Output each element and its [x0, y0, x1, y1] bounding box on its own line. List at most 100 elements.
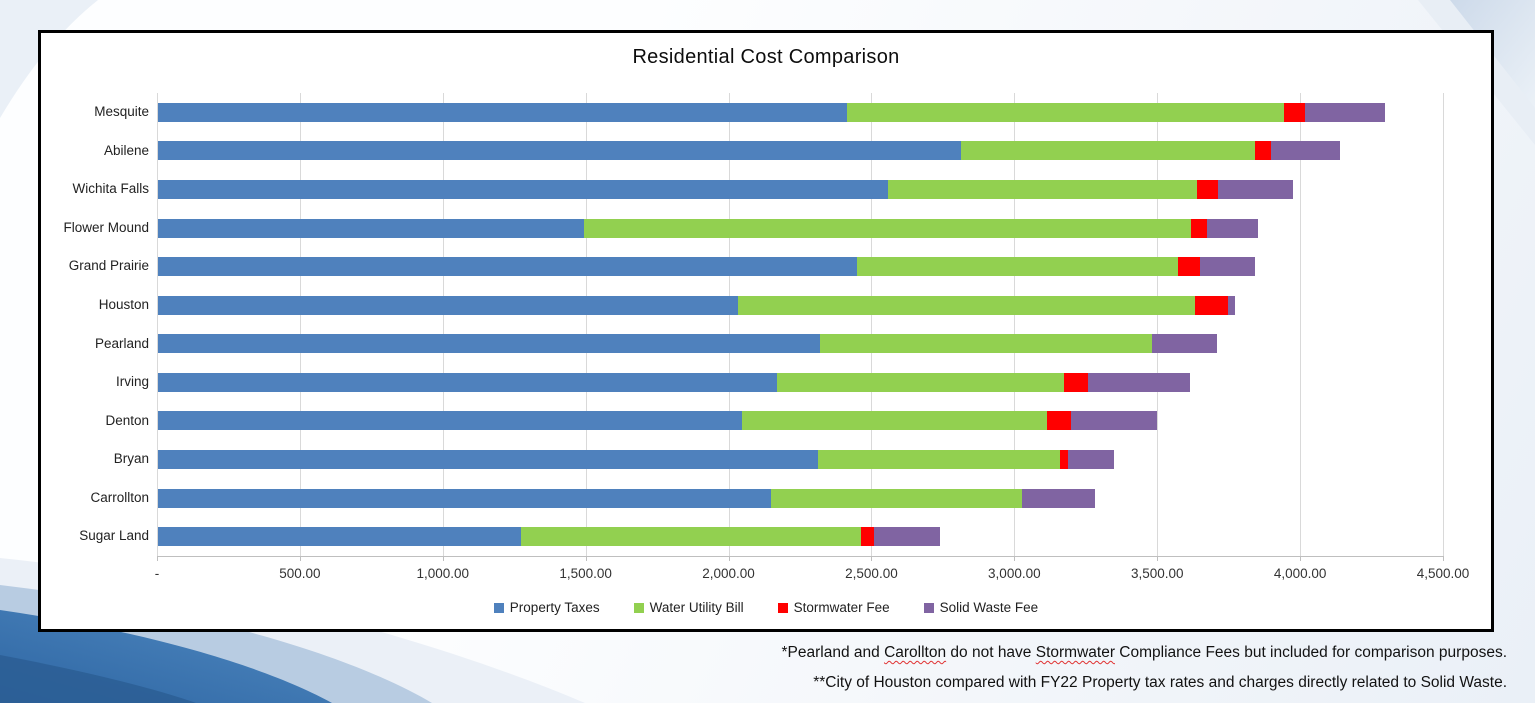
- legend-swatch: [493, 602, 504, 613]
- legend-swatch: [633, 602, 644, 613]
- bar-segment-water-utility-bill: [819, 334, 1153, 354]
- legend-label: Solid Waste Fee: [939, 600, 1039, 615]
- category-label: Flower Mound: [63, 219, 149, 235]
- bar-row: [158, 141, 1340, 161]
- bar-segment-stormwater-fee: [1063, 372, 1089, 392]
- bar-row: [158, 102, 1386, 122]
- category-label: Pearland: [94, 335, 149, 351]
- bar-segment-solid-waste-fee: [1068, 450, 1114, 470]
- bar-segment-solid-waste-fee: [1199, 257, 1256, 277]
- bar-segment-property-taxes: [158, 527, 521, 547]
- axis-tick: [157, 556, 158, 561]
- bar-segment-property-taxes: [158, 295, 739, 315]
- bar-segment-solid-waste-fee: [873, 527, 940, 547]
- category-label: Wichita Falls: [72, 181, 149, 197]
- bar-segment-property-taxes: [158, 179, 889, 199]
- category-label: Grand Prairie: [68, 258, 149, 274]
- bar-row: [158, 372, 1190, 392]
- category-label: Abilene: [103, 142, 149, 158]
- category-label: Irving: [115, 374, 149, 390]
- bar-row: [158, 411, 1157, 431]
- bar-segment-stormwater-fee: [1059, 450, 1069, 470]
- bar-row: [158, 488, 1096, 508]
- legend-label: Stormwater Fee: [793, 600, 890, 615]
- footnote-1-text: Compliance Fees but included for compari…: [1114, 644, 1507, 661]
- bar-row: [158, 179, 1293, 199]
- category-label: Bryan: [113, 451, 149, 467]
- bar-row: [158, 334, 1217, 354]
- gridline: [299, 93, 301, 556]
- footnote-1: *Pearland and Carollton do not have Stor…: [782, 638, 1507, 668]
- x-axis-label: 1,500.00: [559, 566, 612, 581]
- category-label: Mesquite: [94, 104, 149, 119]
- bar-segment-water-utility-bill: [846, 102, 1284, 122]
- gridline: [585, 93, 587, 556]
- x-axis-label: 2,500.00: [845, 566, 898, 581]
- axis-tick: [585, 556, 587, 561]
- chart-container: Residential Cost Comparison Property Tax…: [38, 30, 1494, 632]
- axis-tick: [1157, 556, 1159, 561]
- legend-item: Property Taxes: [493, 600, 600, 615]
- category-label: Houston: [98, 296, 149, 312]
- bar-segment-solid-waste-fee: [1071, 411, 1157, 431]
- footnote-1-text: *Pearland and: [781, 644, 885, 661]
- axis-tick: [299, 556, 301, 561]
- gridline: [157, 93, 158, 556]
- bar-segment-stormwater-fee: [1283, 102, 1306, 122]
- bar-segment-solid-waste-fee: [1206, 218, 1259, 238]
- x-axis-label: 4,000.00: [1273, 566, 1327, 581]
- bar-row: [158, 450, 1114, 470]
- bar-segment-solid-waste-fee: [1022, 488, 1096, 508]
- x-axis-line: [157, 556, 1444, 557]
- bar-segment-stormwater-fee: [1195, 295, 1229, 315]
- bar-segment-stormwater-fee: [1046, 411, 1072, 431]
- footnote-1-misspelled-word: Carollton: [884, 644, 947, 661]
- bar-segment-water-utility-bill: [520, 527, 861, 547]
- bar-segment-property-taxes: [158, 334, 820, 354]
- legend: Property Taxes Water Utility Bill Stormwat…: [41, 600, 1491, 615]
- corner-swoosh-bottom-left-dark: [0, 655, 196, 703]
- bar-segment-stormwater-fee: [1196, 179, 1219, 199]
- bar-segment-property-taxes: [158, 218, 584, 238]
- gridline: [871, 93, 873, 556]
- gridline: [442, 93, 444, 556]
- chart-title: Residential Cost Comparison: [632, 46, 900, 68]
- bar-segment-water-utility-bill: [961, 141, 1256, 161]
- x-axis-label: 2,000.00: [702, 566, 755, 581]
- bar-segment-property-taxes: [158, 257, 857, 277]
- category-label: Denton: [105, 412, 149, 428]
- bar-segment-property-taxes: [158, 102, 847, 122]
- bar-segment-solid-waste-fee: [1088, 372, 1190, 392]
- gridline: [1157, 93, 1159, 556]
- gridline: [1443, 93, 1444, 556]
- bar-segment-property-taxes: [158, 411, 743, 431]
- bar-segment-property-taxes: [158, 450, 819, 470]
- footnote-1-misspelled-word: Stormwater: [1035, 644, 1115, 661]
- bar-segment-stormwater-fee: [1191, 218, 1207, 238]
- bar-segment-stormwater-fee: [861, 527, 874, 547]
- gridline: [728, 93, 730, 556]
- bar-segment-water-utility-bill: [776, 372, 1064, 392]
- bar-segment-property-taxes: [158, 488, 771, 508]
- gridline: [1300, 93, 1302, 556]
- axis-tick: [728, 556, 730, 561]
- footnote-1-text: do not have: [946, 644, 1036, 661]
- x-axis-label: 500.00: [279, 566, 321, 581]
- footnote-2: **City of Houston compared with FY22 Pro…: [813, 674, 1507, 691]
- legend-swatch: [923, 602, 934, 613]
- bar-segment-stormwater-fee: [1255, 141, 1272, 161]
- x-axis-label: 3,500.00: [1130, 566, 1184, 581]
- legend-item: Solid Waste Fee: [923, 600, 1039, 615]
- bar-row: [158, 218, 1259, 238]
- bar-segment-water-utility-bill: [818, 450, 1060, 470]
- bar-segment-solid-waste-fee: [1228, 295, 1236, 315]
- axis-tick: [871, 556, 873, 561]
- bar-segment-water-utility-bill: [856, 257, 1179, 277]
- x-axis-label: 4,500.00: [1416, 566, 1470, 581]
- bar-segment-solid-waste-fee: [1218, 179, 1293, 199]
- axis-tick: [1443, 556, 1444, 561]
- bar-segment-property-taxes: [158, 372, 777, 392]
- x-axis-label: 1,000.00: [416, 566, 470, 581]
- legend-label: Water Utility Bill: [649, 600, 744, 615]
